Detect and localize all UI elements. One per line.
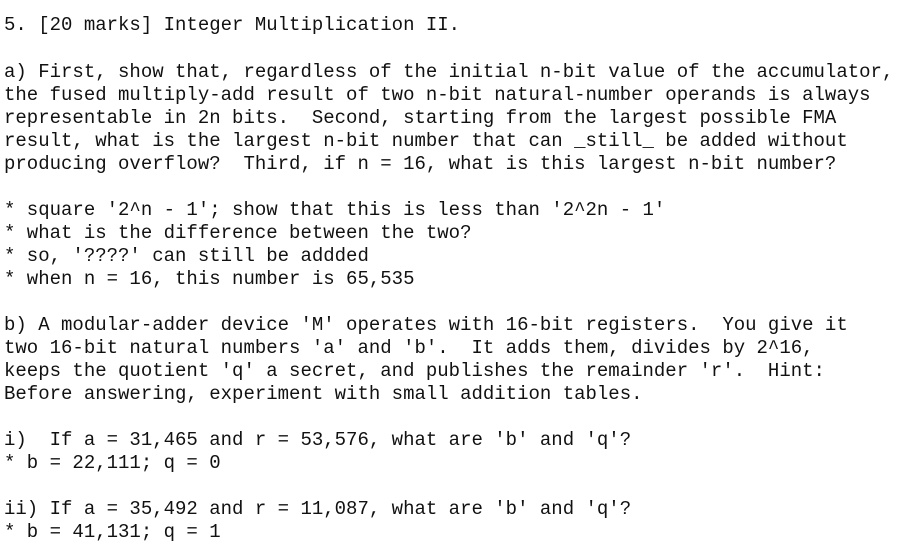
paragraph-line: the fused multiply-add result of two n-b… [4, 83, 871, 106]
paragraph-line: a) First, show that, regardless of the i… [4, 60, 894, 83]
title: 5. [20 marks] Integer Multiplication II. [4, 13, 461, 36]
paragraph-line: two 16-bit natural numbers 'a' and 'b'. … [4, 336, 814, 359]
note-line: * so, '????' can still be addded [4, 244, 369, 267]
answer: * b = 41,131; q = 1 [4, 520, 221, 543]
note-line: * when n = 16, this number is 65,535 [4, 267, 415, 290]
paragraph-line: Before answering, experiment with small … [4, 382, 643, 405]
paragraph-line: representable in 2n bits. Second, starti… [4, 106, 837, 129]
paragraph-line: b) A modular-adder device 'M' operates w… [4, 313, 848, 336]
note-line: * square '2^n - 1'; show that this is le… [4, 198, 666, 221]
question: i) If a = 31,465 and r = 53,576, what ar… [4, 428, 632, 451]
paragraph-line: result, what is the largest n-bit number… [4, 129, 848, 152]
paragraph-line: keeps the quotient 'q' a secret, and pub… [4, 359, 825, 382]
question: ii) If a = 35,492 and r = 11,087, what a… [4, 497, 632, 520]
answer: * b = 22,111; q = 0 [4, 451, 221, 474]
note-line: * what is the difference between the two… [4, 221, 472, 244]
paragraph-line: producing overflow? Third, if n = 16, wh… [4, 152, 837, 175]
